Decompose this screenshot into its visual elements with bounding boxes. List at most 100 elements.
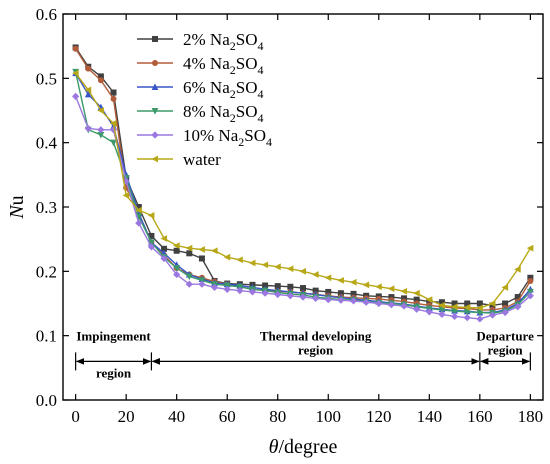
- data-point: [248, 288, 257, 296]
- data-point: [401, 295, 408, 302]
- data-point: [97, 131, 105, 139]
- data-point: [160, 235, 168, 242]
- data-point: [387, 301, 396, 309]
- data-point: [274, 290, 282, 299]
- data-point: [489, 302, 496, 309]
- data-point: [413, 305, 421, 313]
- data-point: [400, 302, 408, 310]
- data-point: [72, 45, 79, 52]
- data-point: [261, 289, 269, 297]
- data-point: [400, 287, 408, 295]
- series-6: [72, 69, 534, 312]
- data-point: [312, 287, 319, 294]
- legend-label: 6% Na2SO4: [183, 78, 263, 101]
- data-point: [425, 296, 433, 304]
- data-point: [476, 315, 484, 323]
- data-point: [185, 280, 193, 288]
- x-tick-label: 80: [269, 407, 286, 426]
- y-axis-label: Nu: [6, 195, 28, 219]
- y-tick-label: 0.6: [36, 5, 57, 24]
- legend-item: water: [137, 150, 221, 169]
- data-point: [464, 300, 471, 307]
- data-point: [299, 267, 306, 275]
- data-point: [337, 296, 345, 304]
- data-point: [261, 261, 269, 269]
- data-point: [413, 289, 420, 297]
- data-point: [97, 107, 104, 114]
- data-point: [312, 271, 319, 278]
- data-point: [425, 308, 433, 316]
- data-point: [198, 255, 205, 262]
- data-point: [476, 304, 483, 312]
- series-line: [74, 71, 531, 314]
- data-point: [299, 293, 307, 301]
- data-point: [110, 89, 117, 96]
- data-point: [72, 92, 80, 100]
- data-point: [236, 287, 244, 295]
- x-tick-label: 40: [168, 407, 185, 426]
- region-label-thermal: Thermal developing: [260, 328, 372, 343]
- data-point: [110, 95, 117, 102]
- data-point: [501, 308, 509, 317]
- data-point: [185, 244, 193, 252]
- data-point: [274, 263, 281, 271]
- region-label-departure: Departure: [476, 328, 534, 343]
- data-point: [514, 266, 521, 273]
- data-point: [148, 239, 155, 246]
- legend-item: 6% Na2SO4: [137, 78, 263, 101]
- legend-marker: [152, 60, 158, 66]
- data-point: [84, 124, 92, 133]
- data-point: [514, 294, 521, 301]
- series-1: [72, 44, 534, 309]
- y-tick-label: 0.3: [36, 198, 57, 217]
- data-point: [198, 280, 206, 288]
- legend-label: 4% Na2SO4: [183, 54, 263, 77]
- data-point: [463, 308, 471, 316]
- y-tick-label: 0.2: [36, 262, 57, 281]
- data-point: [337, 290, 344, 297]
- data-series: [72, 44, 534, 323]
- data-point: [84, 90, 92, 98]
- region-label-impingement: Impingement: [76, 328, 151, 343]
- legend-marker: [151, 108, 159, 115]
- x-tick-label: 60: [219, 407, 236, 426]
- data-point: [476, 309, 484, 317]
- x-tick-label: 20: [118, 407, 135, 426]
- data-point: [514, 303, 522, 311]
- data-point: [210, 247, 218, 255]
- region-label-thermal: region: [298, 342, 334, 357]
- axes: 0 20 40 60 80 100 120 140 160 180 0.0 0.1 0.2 0.3 0.4 0…: [6, 5, 544, 458]
- series-line: [75, 47, 531, 307]
- data-point: [287, 283, 294, 290]
- data-point: [148, 232, 155, 239]
- legend-label: 2% Na2SO4: [183, 30, 263, 53]
- y-tick-label: 0.5: [36, 69, 57, 88]
- y-tick-label: 0.0: [36, 391, 57, 410]
- data-point: [388, 294, 395, 301]
- data-point: [160, 254, 168, 263]
- data-point: [325, 288, 332, 295]
- x-tick-label: 120: [366, 407, 392, 426]
- data-point: [97, 126, 105, 134]
- legend-marker: [151, 83, 159, 90]
- data-point: [97, 77, 104, 84]
- data-point: [438, 302, 445, 309]
- data-point: [135, 206, 142, 214]
- data-point: [286, 265, 294, 273]
- legend-item: 2% Na2SO4: [137, 30, 263, 53]
- data-point: [463, 303, 471, 311]
- data-point: [324, 274, 332, 282]
- data-point: [362, 281, 370, 289]
- x-tick-label: 160: [467, 407, 493, 426]
- data-point: [198, 246, 205, 253]
- x-tick-label: 100: [316, 407, 342, 426]
- data-point: [262, 282, 269, 289]
- data-point: [84, 86, 92, 94]
- legend-item: 4% Na2SO4: [137, 54, 263, 77]
- data-point: [438, 310, 446, 319]
- data-point: [135, 204, 142, 210]
- data-point: [173, 265, 181, 272]
- data-point: [438, 306, 446, 314]
- legend-label: 8% Na2SO4: [183, 102, 263, 125]
